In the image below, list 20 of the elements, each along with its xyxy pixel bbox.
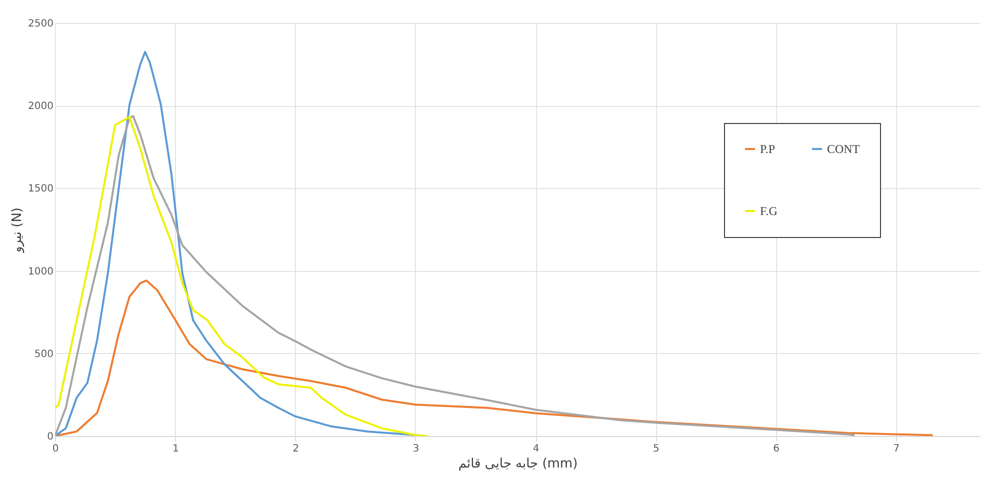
legend-label: P.P — [760, 142, 776, 156]
y-tick-label: 1000 — [28, 266, 54, 278]
x-axis-title: جابه جایی قائم (mm) — [458, 456, 578, 472]
x-tick-label: 3 — [412, 444, 420, 454]
legend-label: F.G — [760, 204, 778, 218]
y-tick-label: 500 — [34, 348, 54, 360]
x-tick-label: 6 — [773, 444, 780, 454]
x-tick-label: 7 — [893, 444, 900, 454]
x-tick-label: 4 — [532, 444, 540, 454]
y-tick-label: 1500 — [28, 184, 54, 195]
y-axis-title: نیرو (N) — [10, 207, 26, 254]
y-tick-label: 0 — [47, 432, 54, 442]
y-tick-label: 2000 — [28, 101, 54, 112]
y-tick-label: 2500 — [28, 18, 54, 30]
line-series — [55, 116, 428, 436]
x-tick-label: 5 — [652, 444, 660, 454]
x-tick-label: 1 — [172, 444, 179, 454]
line-series — [55, 280, 933, 436]
x-tick-label: 2 — [292, 444, 299, 454]
legend-label: CONT — [827, 142, 860, 156]
